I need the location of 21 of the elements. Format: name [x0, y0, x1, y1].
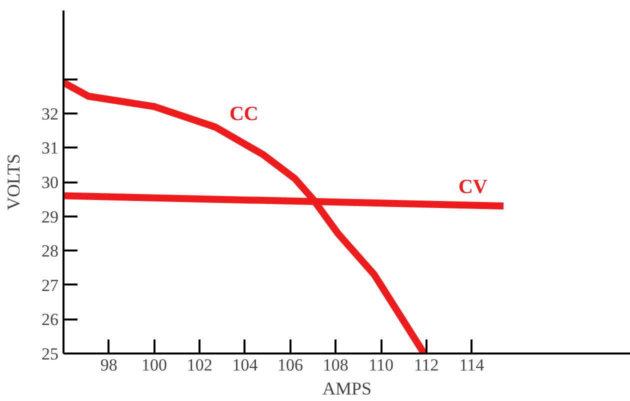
x-tick-label: 98 [100, 356, 118, 374]
x-tick-label: 114 [459, 356, 485, 374]
y-tick-label: 31 [42, 138, 58, 158]
y-axis-title: VOLTS [4, 154, 24, 210]
x-axis-title: AMPS [322, 378, 372, 398]
x-tick-label: 112 [414, 356, 439, 374]
y-tick-label: 30 [42, 173, 58, 192]
x-tick-label: 104 [232, 356, 258, 374]
x-tick-label: 102 [186, 356, 212, 374]
x-tick-label: 100 [141, 356, 167, 374]
y-tick-label: 26 [42, 310, 58, 330]
series-label: CC [229, 103, 258, 126]
series-label: CV [458, 176, 488, 198]
x-tick-label: 110 [368, 356, 394, 374]
y-tick-label: 29 [42, 207, 58, 226]
y-tick-label: 28 [42, 242, 58, 261]
x-tick-label: 106 [278, 356, 304, 374]
y-tick-label: 25 [42, 344, 58, 364]
y-tick-label: 27 [42, 276, 59, 295]
x-tick-label: 108 [322, 356, 348, 374]
y-tick-label: 32 [42, 104, 58, 124]
